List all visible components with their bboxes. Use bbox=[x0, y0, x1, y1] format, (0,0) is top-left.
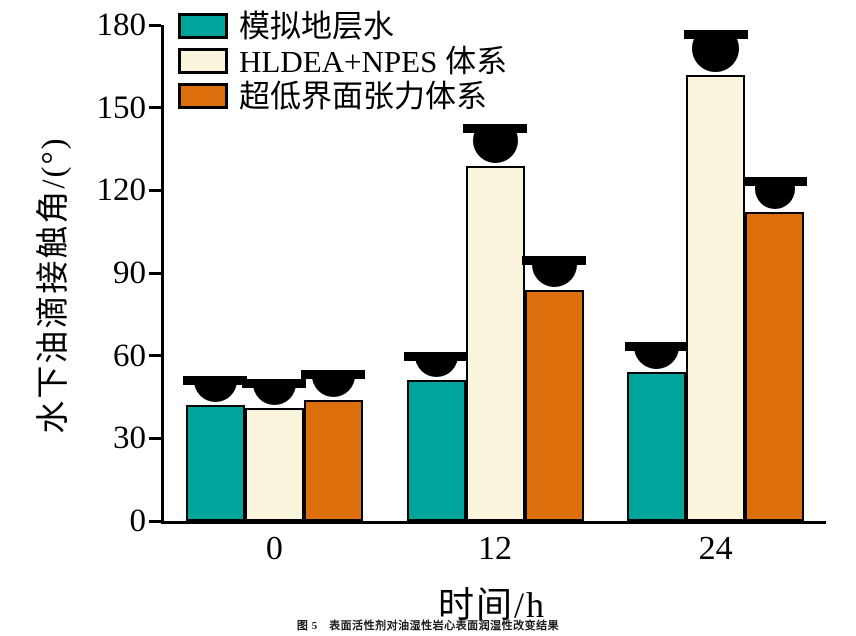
droplet-ball bbox=[252, 388, 296, 406]
y-tick-mark bbox=[149, 271, 161, 275]
y-tick-mark bbox=[149, 519, 161, 523]
x-tick-label: 0 bbox=[265, 530, 283, 567]
droplet-dome bbox=[414, 361, 458, 378]
oil-droplet-icon bbox=[463, 123, 527, 163]
y-tick-label: 120 bbox=[96, 172, 147, 209]
y-tick-label: 60 bbox=[113, 337, 146, 374]
oil-droplet-icon bbox=[742, 177, 807, 210]
droplet-surface-bar bbox=[624, 342, 689, 352]
droplet-surface-bar bbox=[522, 255, 586, 265]
droplet-surface-bar bbox=[683, 29, 748, 39]
y-tick-label: 90 bbox=[113, 255, 146, 291]
droplet-dome bbox=[634, 351, 680, 370]
bar-模拟地层水-0 bbox=[185, 405, 245, 521]
y-tick-label: 150 bbox=[96, 89, 147, 126]
x-tick-label: 24 bbox=[698, 530, 733, 567]
oil-droplet-icon bbox=[242, 379, 307, 406]
legend-row-2: 超低界面张力体系 bbox=[178, 78, 507, 114]
droplet-ball bbox=[754, 186, 795, 210]
droplet-dome bbox=[692, 38, 740, 72]
bar-模拟地层水-12 bbox=[406, 380, 466, 521]
oil-droplet-icon bbox=[183, 376, 248, 403]
legend-label: 超低界面张力体系 bbox=[239, 78, 487, 114]
droplet-dome bbox=[252, 388, 296, 406]
droplet-dome bbox=[472, 132, 518, 163]
oil-droplet-icon bbox=[624, 342, 689, 370]
y-tick-mark bbox=[149, 106, 161, 110]
droplet-dome bbox=[311, 378, 355, 397]
droplet-dome bbox=[754, 186, 795, 210]
legend-swatch-icon bbox=[178, 13, 228, 39]
bar-HLDEA+NPES 体系-24 bbox=[686, 74, 746, 521]
droplet-ball bbox=[634, 351, 680, 370]
bar-超低界面张力体系-12 bbox=[524, 289, 584, 521]
oil-droplet-icon bbox=[301, 369, 366, 397]
x-axis-title: 时间/h bbox=[437, 585, 546, 625]
legend-label: 模拟地层水 bbox=[239, 8, 394, 44]
y-tick-label: 30 bbox=[113, 420, 146, 457]
figure-caption: 图 5 表面活性剂对油湿性岩心表面润湿性改变结果 bbox=[296, 620, 560, 632]
plot-area: 0 30 60 90 120 150 180 0 12 24 bbox=[97, 8, 826, 567]
droplet-ball bbox=[692, 38, 740, 72]
droplet-dome bbox=[531, 264, 577, 287]
droplet-ball bbox=[311, 378, 355, 397]
droplet-surface-bar bbox=[242, 379, 307, 389]
oil-droplet-icon bbox=[522, 255, 586, 287]
oil-droplet-icon bbox=[683, 29, 748, 72]
y-tick-mark bbox=[149, 23, 161, 27]
droplet-ball bbox=[472, 132, 518, 163]
bar-HLDEA+NPES 体系-12 bbox=[465, 165, 525, 521]
y-tick-mark bbox=[149, 354, 161, 358]
droplet-surface-bar bbox=[404, 352, 468, 362]
droplet-surface-bar bbox=[463, 123, 527, 133]
legend-row-0: 模拟地层水 bbox=[178, 8, 507, 44]
droplet-surface-bar bbox=[742, 177, 807, 187]
y-tick-mark bbox=[149, 188, 161, 192]
bar-模拟地层水-24 bbox=[627, 372, 687, 521]
bar-超低界面张力体系-24 bbox=[745, 212, 805, 521]
bar-HLDEA+NPES 体系-0 bbox=[244, 408, 304, 521]
bar-超低界面张力体系-0 bbox=[303, 399, 363, 521]
legend-row-1: HLDEA+NPES 体系 bbox=[178, 43, 508, 79]
droplet-surface-bar bbox=[301, 369, 366, 379]
legend-swatch-icon bbox=[178, 48, 228, 74]
legend: 模拟地层水 HLDEA+NPES 体系 超低界面张力体系 bbox=[178, 8, 508, 118]
legend-label: HLDEA+NPES 体系 bbox=[239, 43, 508, 79]
legend-swatch-icon bbox=[178, 83, 228, 109]
droplet-ball bbox=[193, 385, 237, 403]
droplet-surface-bar bbox=[183, 376, 248, 386]
y-tick-label: 0 bbox=[129, 503, 147, 539]
droplet-ball bbox=[531, 264, 577, 287]
oil-droplet-icon bbox=[404, 352, 468, 378]
y-tick-label: 180 bbox=[96, 7, 147, 43]
droplet-dome bbox=[193, 385, 237, 403]
x-tick-label: 12 bbox=[478, 530, 512, 567]
droplet-ball bbox=[414, 361, 458, 378]
y-tick-mark bbox=[149, 436, 161, 440]
